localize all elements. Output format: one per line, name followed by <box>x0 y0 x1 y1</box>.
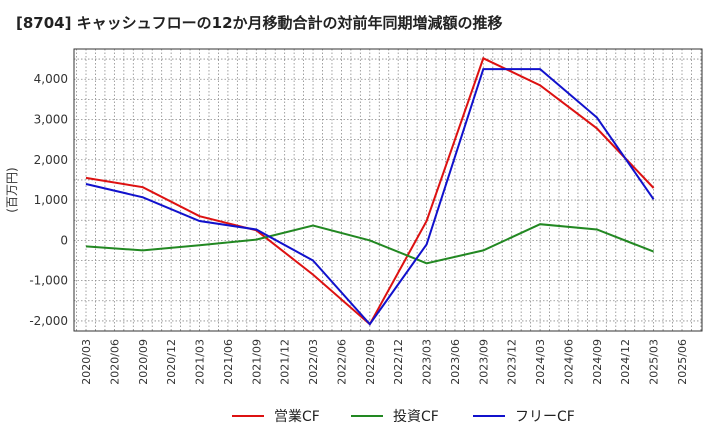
x-tick-label: 2021/03 <box>194 339 207 385</box>
x-tick-label: 2024/12 <box>619 339 632 385</box>
legend-label: フリーCF <box>515 409 575 425</box>
legend: 営業CF 投資CF フリーCF <box>232 409 575 425</box>
x-tick-label: 2022/03 <box>307 339 320 385</box>
y-tick-label: 1,000 <box>34 193 68 207</box>
plot-area <box>74 49 702 331</box>
x-tick-label: 2020/03 <box>80 339 93 385</box>
legend-label: 営業CF <box>274 409 320 425</box>
x-tick-label: 2022/09 <box>364 339 377 385</box>
legend-label: 投資CF <box>393 409 439 425</box>
x-tick-label: 2021/09 <box>250 339 263 385</box>
x-tick-label: 2023/12 <box>506 339 519 385</box>
x-tick-label: 2020/06 <box>108 339 121 385</box>
y-tick-label: -2,000 <box>29 314 68 328</box>
x-tick-label: 2022/06 <box>335 339 348 385</box>
y-tick-label: 0 <box>60 233 68 247</box>
x-tick-label: 2020/12 <box>165 339 178 385</box>
x-tick-label: 2021/06 <box>222 339 235 385</box>
series-line-2 <box>85 223 654 265</box>
x-tick-label: 2024/03 <box>534 339 547 385</box>
x-tick-label: 2024/06 <box>562 339 575 385</box>
x-tick-label: 2025/03 <box>648 339 661 385</box>
series-line-3 <box>85 68 655 326</box>
y-tick-label: -1,000 <box>29 274 68 288</box>
y-tick-label: 2,000 <box>34 153 68 167</box>
x-tick-label: 2020/09 <box>137 339 150 385</box>
x-tick-label: 2023/06 <box>449 339 462 385</box>
x-tick-label: 2025/06 <box>676 339 689 385</box>
axes <box>73 48 703 332</box>
plot-frame <box>73 48 703 332</box>
series-layer <box>85 56 655 326</box>
x-tick-label: 2024/09 <box>591 339 604 385</box>
y-axis-label: (百万円) <box>5 167 19 212</box>
grid <box>74 49 702 331</box>
x-tick-label: 2023/09 <box>477 339 490 385</box>
y-tick-labels: -2,000 -1,000 0 1,000 2,000 3,000 4,000 <box>29 72 68 328</box>
x-tick-label: 2021/12 <box>279 339 292 385</box>
chart-title: [8704] キャッシュフローの12か月移動合計の対前年同期増減額の推移 <box>16 14 503 32</box>
x-tick-label: 2022/12 <box>392 339 405 385</box>
y-tick-label: 4,000 <box>34 72 68 86</box>
x-tick-label: 2023/03 <box>421 339 434 385</box>
y-tick-label: 3,000 <box>34 113 68 127</box>
x-tick-labels: 2020/03 2020/06 2020/09 2020/12 2021/03 2021/… <box>80 339 689 385</box>
